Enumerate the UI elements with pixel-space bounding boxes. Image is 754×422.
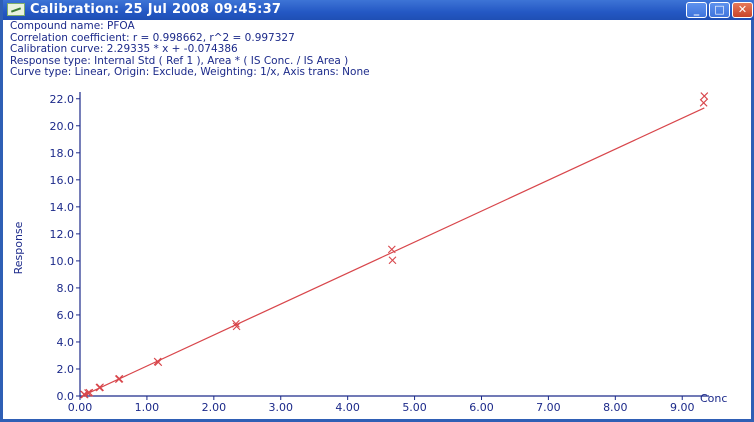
x-axis-label: Conc bbox=[700, 392, 727, 405]
y-tick-label: 16.0 bbox=[50, 174, 75, 187]
window-title: Calibration: 25 Jul 2008 09:45:37 bbox=[30, 2, 282, 17]
data-point bbox=[232, 319, 240, 328]
y-tick-label: 12.0 bbox=[50, 228, 75, 241]
x-tick-label: 4.00 bbox=[335, 401, 360, 414]
y-tick-label: 2.0 bbox=[57, 363, 75, 376]
data-points bbox=[80, 92, 709, 399]
data-point bbox=[84, 389, 92, 397]
fit-line bbox=[82, 107, 705, 397]
data-point bbox=[388, 256, 397, 265]
y-tick-label: 22.0 bbox=[50, 93, 75, 106]
y-tick-label: 18.0 bbox=[50, 147, 75, 160]
correlation-text: Correlation coefficient: r = 0.998662, r… bbox=[10, 31, 295, 44]
calibration-curve-text: Calibration curve: 2.29335 * x + -0.0743… bbox=[10, 43, 238, 55]
title-bar[interactable]: Calibration: 25 Jul 2008 09:45:37 _ □ ✕ bbox=[3, 0, 754, 20]
data-point bbox=[232, 322, 241, 331]
curve-type-text: Curve type: Linear, Origin: Exclude, Wei… bbox=[10, 66, 370, 78]
compound-name-text: Compound name: PFOA bbox=[10, 20, 135, 32]
chart-app-icon bbox=[7, 3, 25, 16]
x-tick-label: 0.00 bbox=[68, 401, 93, 414]
x-tick-label: 7.00 bbox=[536, 401, 561, 414]
x-tick-label: 9.00 bbox=[670, 401, 695, 414]
x-tick-label: 5.00 bbox=[402, 401, 427, 414]
chart-axes: 0.0 2.0 4.0 6.0 8.0 10.0 12.0 14.0 16.0 18.0 20.0 2… bbox=[50, 92, 709, 414]
calibration-info: Compound name: PFOA Correlation coeffici… bbox=[10, 20, 370, 79]
y-tick-label: 20.0 bbox=[50, 120, 75, 133]
y-tick-label: 0.0 bbox=[57, 390, 75, 403]
x-tick-label: 6.00 bbox=[469, 401, 494, 414]
response-type-text: Response type: Internal Std ( Ref 1 ), A… bbox=[10, 54, 349, 67]
y-tick-label: 14.0 bbox=[50, 201, 75, 214]
data-point bbox=[699, 98, 708, 107]
x-tick-label: 3.00 bbox=[268, 401, 293, 414]
y-tick-label: 8.0 bbox=[57, 282, 75, 295]
x-tick-label: 1.00 bbox=[135, 401, 160, 414]
data-point bbox=[700, 92, 709, 100]
y-axis-label: Response bbox=[12, 221, 25, 274]
minimize-button[interactable]: _ bbox=[686, 2, 707, 18]
close-button[interactable]: ✕ bbox=[732, 2, 753, 18]
y-tick-label: 6.0 bbox=[57, 309, 75, 322]
data-point bbox=[96, 383, 104, 392]
y-tick-label: 4.0 bbox=[57, 336, 75, 349]
data-point bbox=[85, 388, 94, 397]
maximize-button[interactable]: □ bbox=[709, 2, 730, 18]
data-point bbox=[115, 374, 124, 383]
y-tick-label: 10.0 bbox=[50, 255, 75, 268]
x-tick-label: 8.00 bbox=[603, 401, 628, 414]
x-tick-label: 2.00 bbox=[202, 401, 227, 414]
fit-line-group bbox=[82, 107, 705, 397]
data-point bbox=[154, 358, 163, 367]
data-point bbox=[387, 245, 396, 254]
